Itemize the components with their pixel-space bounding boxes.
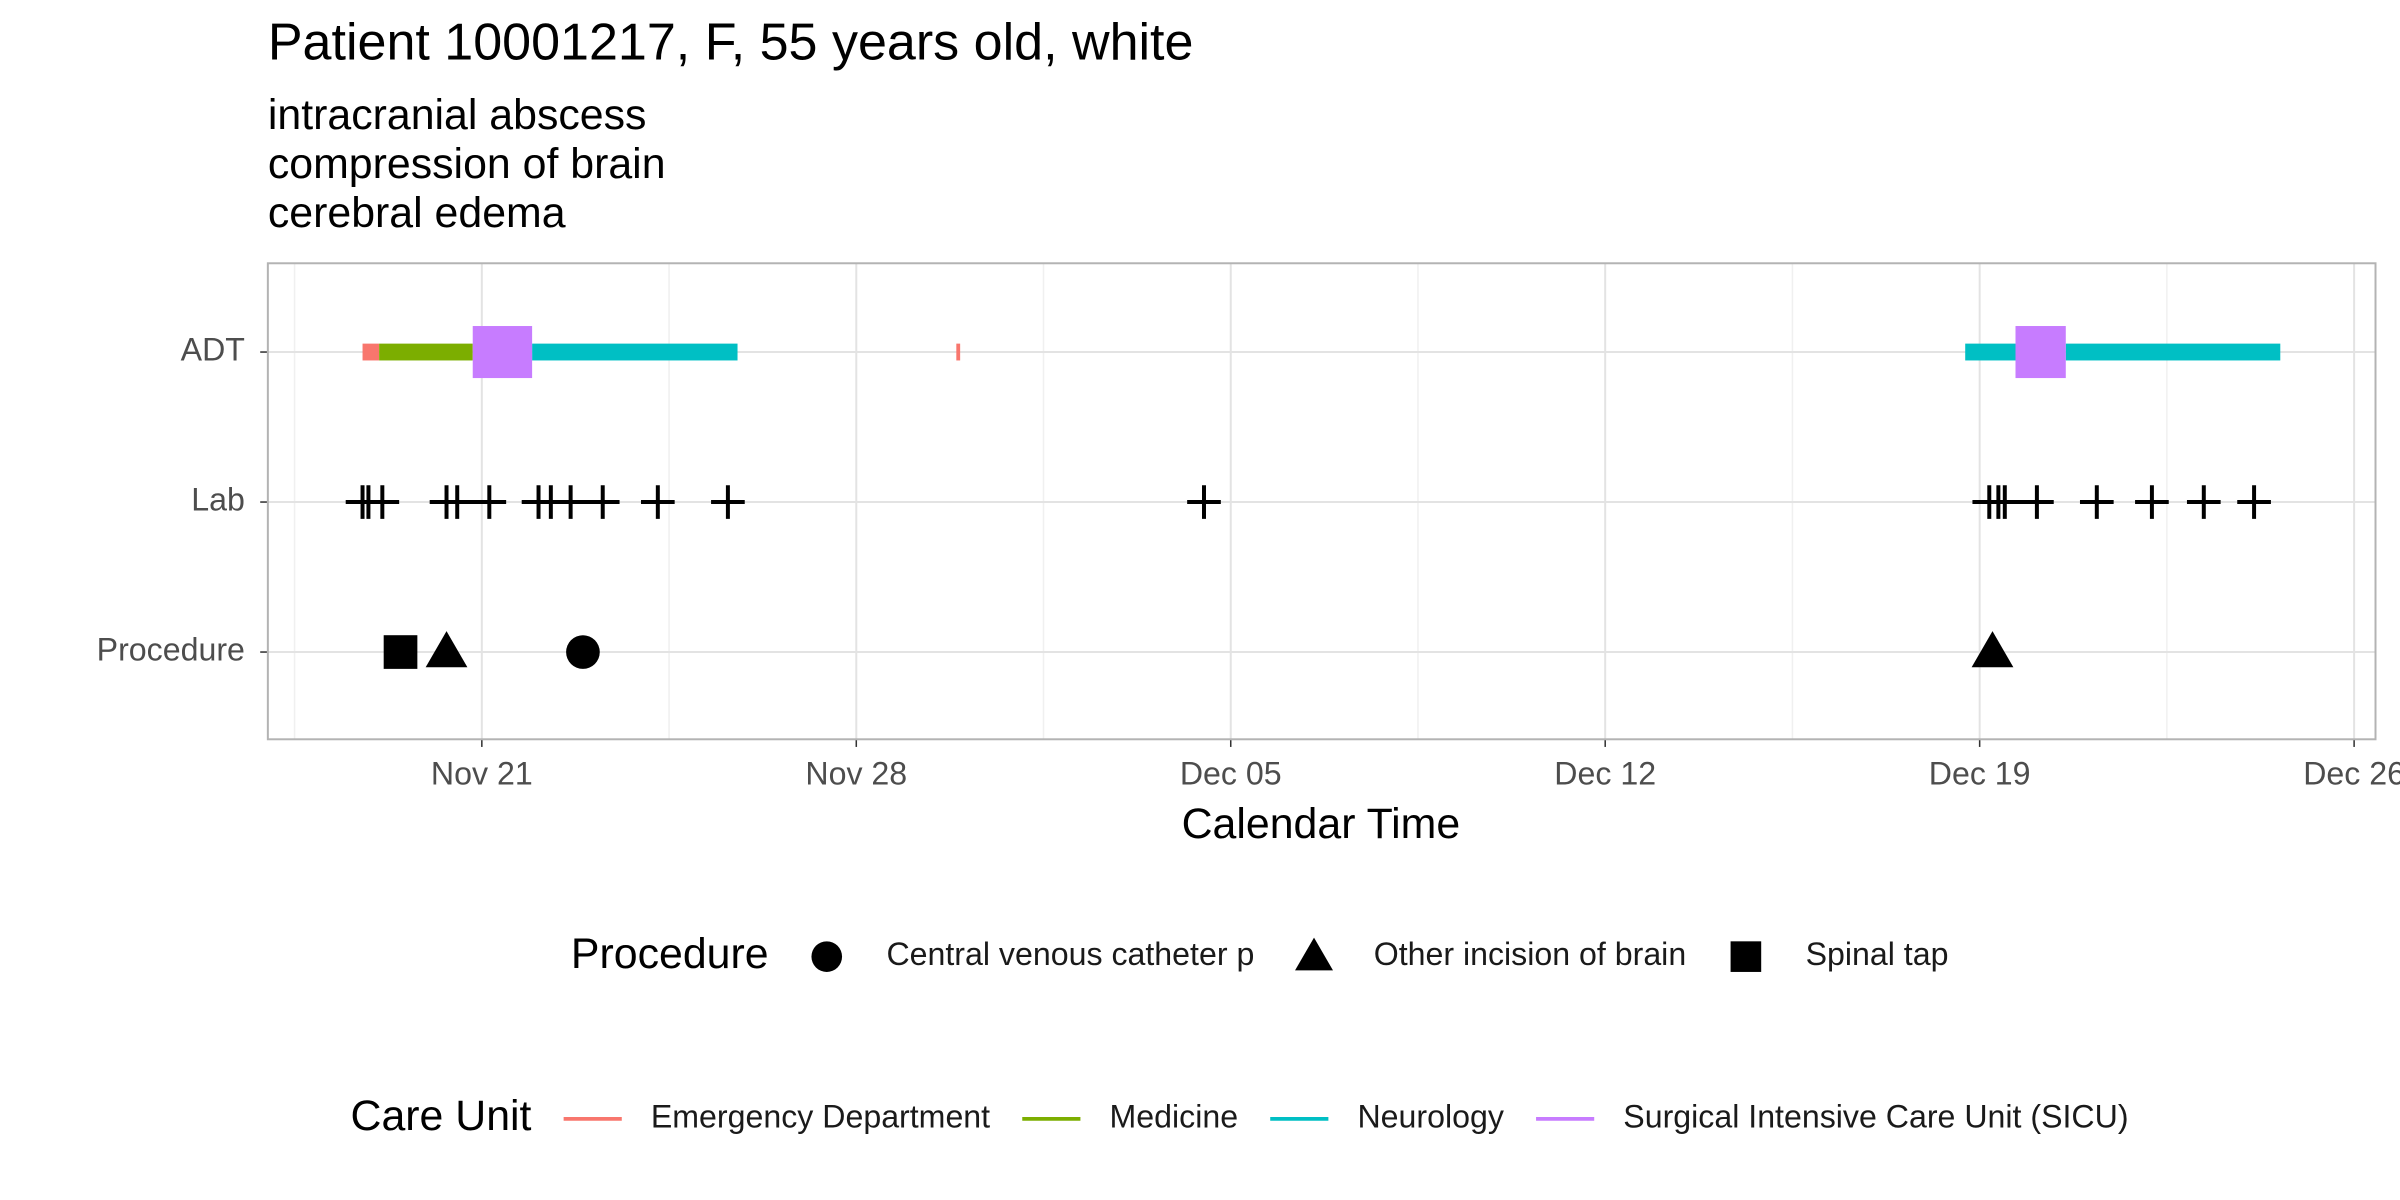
procedure-marker: [1971, 631, 2014, 668]
adt-segment: [956, 343, 961, 361]
lab-marker: [2237, 485, 2271, 519]
legend-label: Medicine: [1110, 1098, 1239, 1134]
y-tick-label: ADT: [181, 332, 245, 368]
lab-marker: [640, 485, 675, 519]
x-tick-label: Dec 05: [1180, 756, 1282, 792]
chart-title: Patient 10001217, F, 55 years old, white: [268, 14, 1194, 72]
lab-marker: [553, 485, 588, 519]
x-tick-label: Dec 12: [1554, 756, 1656, 792]
legend-title: Care Unit: [351, 1092, 532, 1140]
adt-segment: [379, 343, 473, 361]
adt-segment: [2065, 343, 2281, 361]
adt-segment: [532, 343, 738, 361]
lab-marker: [2186, 485, 2221, 519]
subtitle: intracranial abscess: [268, 91, 647, 139]
x-tick-label: Nov 21: [431, 756, 533, 792]
lab-marker: [2079, 485, 2114, 519]
panel-border: [266, 262, 2377, 741]
procedure-marker: [425, 631, 468, 668]
legend-key: [1730, 941, 1762, 972]
lab-marker: [1987, 485, 2022, 519]
procedure-marker: [566, 635, 600, 669]
lab-marker: [472, 485, 507, 519]
adt-segment: [472, 326, 533, 379]
y-tick-label: Procedure: [97, 632, 245, 668]
y-tick-label: Lab: [191, 482, 245, 518]
adt-segment: [362, 343, 380, 361]
x-tick-label: Nov 28: [805, 756, 907, 792]
lab-marker: [585, 485, 620, 519]
procedure-marker: [383, 635, 418, 669]
legend-label: Central venous catheter p: [886, 936, 1254, 972]
lab-marker: [711, 485, 745, 519]
adt-segment: [1965, 343, 2016, 361]
lab-marker: [2135, 485, 2169, 519]
lab-marker: [1187, 485, 1221, 519]
subtitle: cerebral edema: [268, 189, 566, 237]
subtitle: compression of brain: [268, 140, 666, 188]
lab-marker: [2020, 485, 2054, 519]
x-tick-label: Dec 26: [2303, 756, 2400, 792]
lab-marker: [440, 485, 475, 519]
legend-title: Procedure: [571, 930, 769, 978]
legend-label: Spinal tap: [1806, 936, 1949, 972]
legend-key: [811, 941, 843, 972]
legend-label: Emergency Department: [651, 1098, 990, 1134]
legend-label: Surgical Intensive Care Unit (SICU): [1623, 1098, 2128, 1134]
legend-label: Neurology: [1357, 1098, 1503, 1134]
x-tick-label: Dec 19: [1929, 756, 2031, 792]
legend-label: Other incision of brain: [1374, 936, 1686, 972]
legend-key: [1295, 937, 1333, 971]
adt-segment: [2015, 326, 2066, 379]
x-axis-title: Calendar Time: [1182, 800, 1461, 848]
lab-marker: [365, 485, 400, 519]
